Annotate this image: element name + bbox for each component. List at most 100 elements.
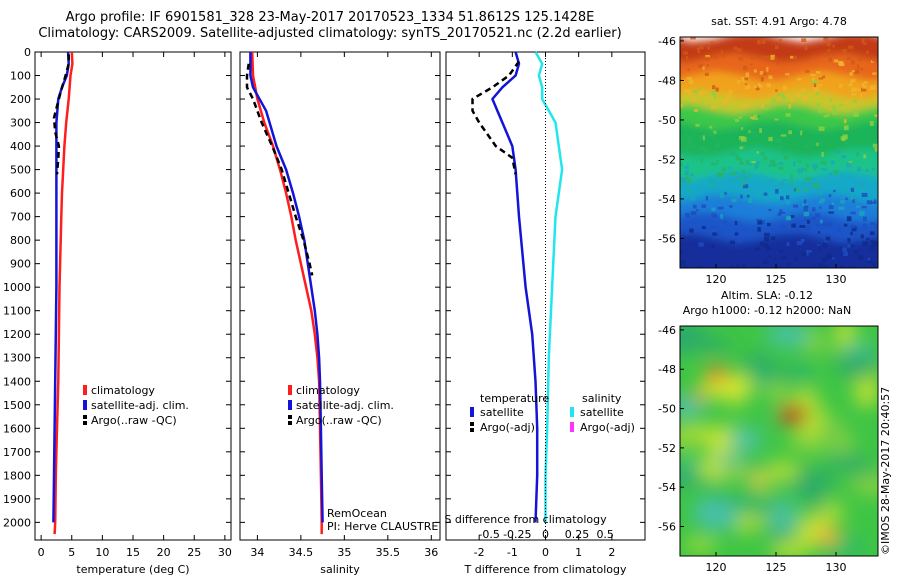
sst-pixel (717, 206, 724, 210)
sst-heatmap (680, 37, 878, 268)
sst-pixel (712, 85, 716, 90)
sst-pixel (829, 98, 833, 102)
x-tick-label: -1 (507, 546, 518, 559)
sst-pixel (826, 257, 829, 261)
sst-pixel (704, 72, 709, 76)
sst-pixel (726, 94, 732, 99)
sst-pixel (774, 186, 781, 189)
sst-pixel (688, 79, 694, 84)
sla-blob (682, 538, 718, 552)
sst-pixel (696, 209, 699, 212)
sst-pixel (869, 121, 874, 126)
sla-blob (765, 326, 810, 348)
sst-pixel (755, 266, 760, 268)
sst-pixel (750, 55, 757, 60)
x-tick-label: 25 (187, 546, 201, 559)
sst-pixel (832, 54, 836, 57)
sst-pixel (824, 239, 828, 244)
sla-blob (700, 479, 722, 494)
sst-pixel (722, 54, 725, 58)
sst-pixel (832, 257, 835, 260)
sst-pixel (846, 162, 853, 168)
sst-pixel (861, 206, 867, 209)
sst-pixel (790, 174, 793, 179)
sst-pixel (857, 88, 863, 91)
sst-pixel (821, 257, 826, 262)
salinity-frame (239, 51, 441, 541)
sst-pixel (817, 141, 822, 144)
sst-pixel (774, 118, 779, 121)
y-tick-label: -48 (658, 74, 676, 87)
sst-pixel (783, 156, 786, 160)
sst-pixel (858, 56, 863, 61)
sst-pixel (811, 55, 817, 58)
sst-pixel (748, 174, 752, 179)
sst-pixel (721, 167, 727, 172)
sst-pixel (687, 90, 693, 96)
sst-pixel (790, 55, 794, 59)
sst-pixel (843, 223, 848, 227)
legend-group-title: salinity (582, 392, 622, 405)
sla-blob (748, 367, 775, 391)
y-tick-label: -48 (658, 363, 676, 376)
x-tick-label: 130 (826, 561, 847, 574)
top-tick-label: 0 (542, 528, 549, 541)
sst-map-axes: 120 125 130 -46 -48 -50 -52 -54 -56 (658, 35, 879, 286)
sst-pixel (776, 62, 779, 65)
x-tick-label: 0 (542, 546, 549, 559)
sst-pixel (801, 239, 804, 244)
x-tick-label: 5 (68, 546, 75, 559)
sst-pixel (811, 77, 815, 82)
sst-pixel (726, 189, 729, 194)
sst-pixel (826, 222, 833, 227)
sst-pixel (874, 224, 878, 228)
sst-pixel (863, 154, 867, 159)
sst-pixel (714, 181, 718, 184)
sst-pixel (856, 152, 860, 156)
legend-label: satellite-adj. clim. (296, 399, 394, 412)
differences-panel: -2 -1 0 1 2 T difference from climatology S di… (444, 51, 646, 576)
sst-pixel (849, 244, 854, 248)
sst-pixel (861, 192, 868, 197)
sst-pixel (757, 115, 761, 118)
series-line-satellite (491, 51, 539, 523)
sst-pixel (730, 151, 736, 156)
sst-pixel (738, 116, 742, 119)
sst-pixel (806, 251, 809, 256)
sst-pixel (699, 135, 704, 140)
sst-map-title: sat. SST: 4.91 Argo: 4.78 (711, 15, 847, 28)
y-tick-label: -56 (658, 232, 676, 245)
sst-pixel (680, 249, 683, 254)
sst-pixel (793, 204, 799, 208)
y-tick-label: 1300 (3, 352, 31, 365)
sst-pixel (702, 90, 706, 94)
sst-pixel (806, 250, 812, 253)
sst-pixel (710, 162, 717, 166)
sst-pixel (854, 69, 860, 74)
sst-pixel (743, 65, 748, 71)
sst-pixel (761, 55, 766, 59)
sst-pixel (713, 55, 719, 59)
sst-pixel (811, 142, 815, 146)
sla-blob (680, 467, 700, 488)
sst-pixel (699, 91, 703, 97)
sst-pixel (872, 57, 876, 62)
sst-pixel (800, 130, 803, 136)
sst-pixel (866, 200, 872, 205)
sst-pixel (786, 200, 790, 205)
sst-pixel (839, 246, 843, 249)
sst-pixel (851, 87, 857, 93)
sst-pixel (685, 174, 689, 180)
sst-pixel (805, 226, 811, 230)
sst-pixel (846, 216, 852, 222)
sst-pixel (792, 185, 795, 190)
sst-pixel (748, 163, 753, 166)
sst-pixel (822, 242, 828, 248)
sst-pixel (801, 88, 805, 92)
sst-pixel (759, 194, 763, 198)
legend-label: satellite-adj. clim. (91, 399, 189, 412)
sst-pixel (720, 214, 723, 219)
sst-pixel (795, 256, 798, 261)
sst-pixel (818, 231, 821, 234)
